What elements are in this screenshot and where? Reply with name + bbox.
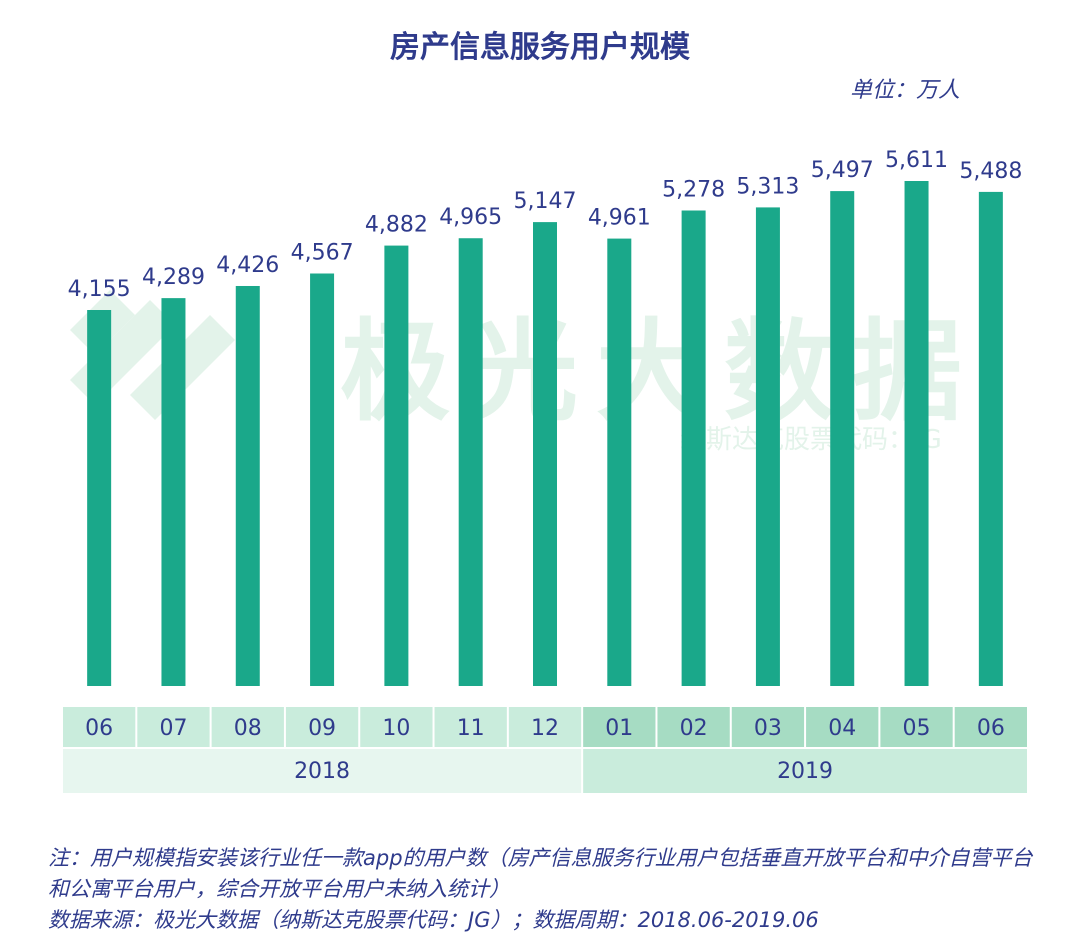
bar: [978, 191, 1003, 687]
category-cell: [285, 707, 359, 747]
value-label: 5,313: [736, 174, 799, 199]
category-cell: [63, 707, 136, 747]
category-cell: [360, 707, 433, 747]
value-label: 4,965: [439, 205, 502, 230]
watermark-brand: 极光大数据: [340, 308, 980, 436]
watermark-ticker: 纳斯达克股票代码：JG: [680, 425, 942, 455]
category-cell: [137, 707, 210, 747]
bar: [607, 238, 632, 686]
year-band: [583, 749, 1027, 793]
bar: [458, 238, 483, 686]
chart-title: 房产信息服务用户规模: [390, 30, 690, 65]
year-label: 2019: [777, 759, 833, 784]
tick-label: 05: [903, 716, 931, 741]
value-label: 4,961: [588, 206, 651, 231]
bar: [533, 222, 557, 686]
tick-label: 03: [754, 716, 782, 741]
value-label: 5,278: [662, 178, 725, 203]
tick-label: 12: [531, 716, 559, 741]
value-label: 4,882: [365, 213, 428, 238]
value-label: 4,567: [291, 240, 354, 265]
category-cell: [880, 707, 953, 747]
bar: [681, 210, 706, 687]
data-source: 数据来源：极光大数据（纳斯达克股票代码：JG）；数据周期：2018.06-201…: [48, 908, 819, 932]
category-cell: [583, 707, 656, 747]
value-label: 5,147: [514, 189, 577, 214]
bar: [161, 298, 186, 686]
category-axis: 06 07 08 09 10 11 12 2018 01 02 03 04 05 06 2019: [63, 707, 1027, 793]
tick-label: 04: [828, 716, 856, 741]
category-cell: [954, 707, 1027, 747]
value-label: 4,426: [216, 253, 279, 278]
bar: [87, 310, 112, 686]
value-label: 4,155: [68, 277, 131, 302]
category-cell: [434, 707, 507, 747]
bar: [755, 207, 780, 686]
value-label: 5,611: [885, 148, 948, 173]
tick-label: 01: [605, 716, 633, 741]
tick-label: 11: [457, 716, 485, 741]
value-label: 5,488: [959, 159, 1022, 184]
unit-label: 单位：万人: [849, 78, 960, 103]
year-label: 2018: [294, 759, 350, 784]
value-label: 5,497: [811, 158, 874, 183]
value-labels-group: 4,155 4,289 4,426 4,567 4,882 4,965 5,147 4,961…: [68, 148, 1023, 302]
bar: [904, 181, 929, 686]
tick-label: 10: [382, 716, 410, 741]
tick-label: 08: [234, 716, 262, 741]
bar: [384, 245, 409, 686]
category-cell: [657, 707, 730, 747]
tick-label: 06: [85, 716, 113, 741]
bars-group: [87, 181, 1003, 687]
footnote: 注：用户规模指安装该行业任一款app的用户数（房产信息服务行业用户包括垂直开放平…: [48, 846, 1033, 901]
year-band: [63, 749, 582, 793]
category-cell: [806, 707, 879, 747]
category-cell: [731, 707, 805, 747]
value-label: 4,289: [142, 265, 205, 290]
tick-label: 07: [159, 716, 187, 741]
bar: [310, 273, 335, 686]
bar: [235, 285, 260, 686]
category-cell: [508, 707, 582, 747]
bar: [830, 191, 855, 686]
category-cell: [211, 707, 284, 747]
tick-label: 02: [680, 716, 708, 741]
tick-label: 06: [977, 716, 1005, 741]
tick-label: 09: [308, 716, 336, 741]
